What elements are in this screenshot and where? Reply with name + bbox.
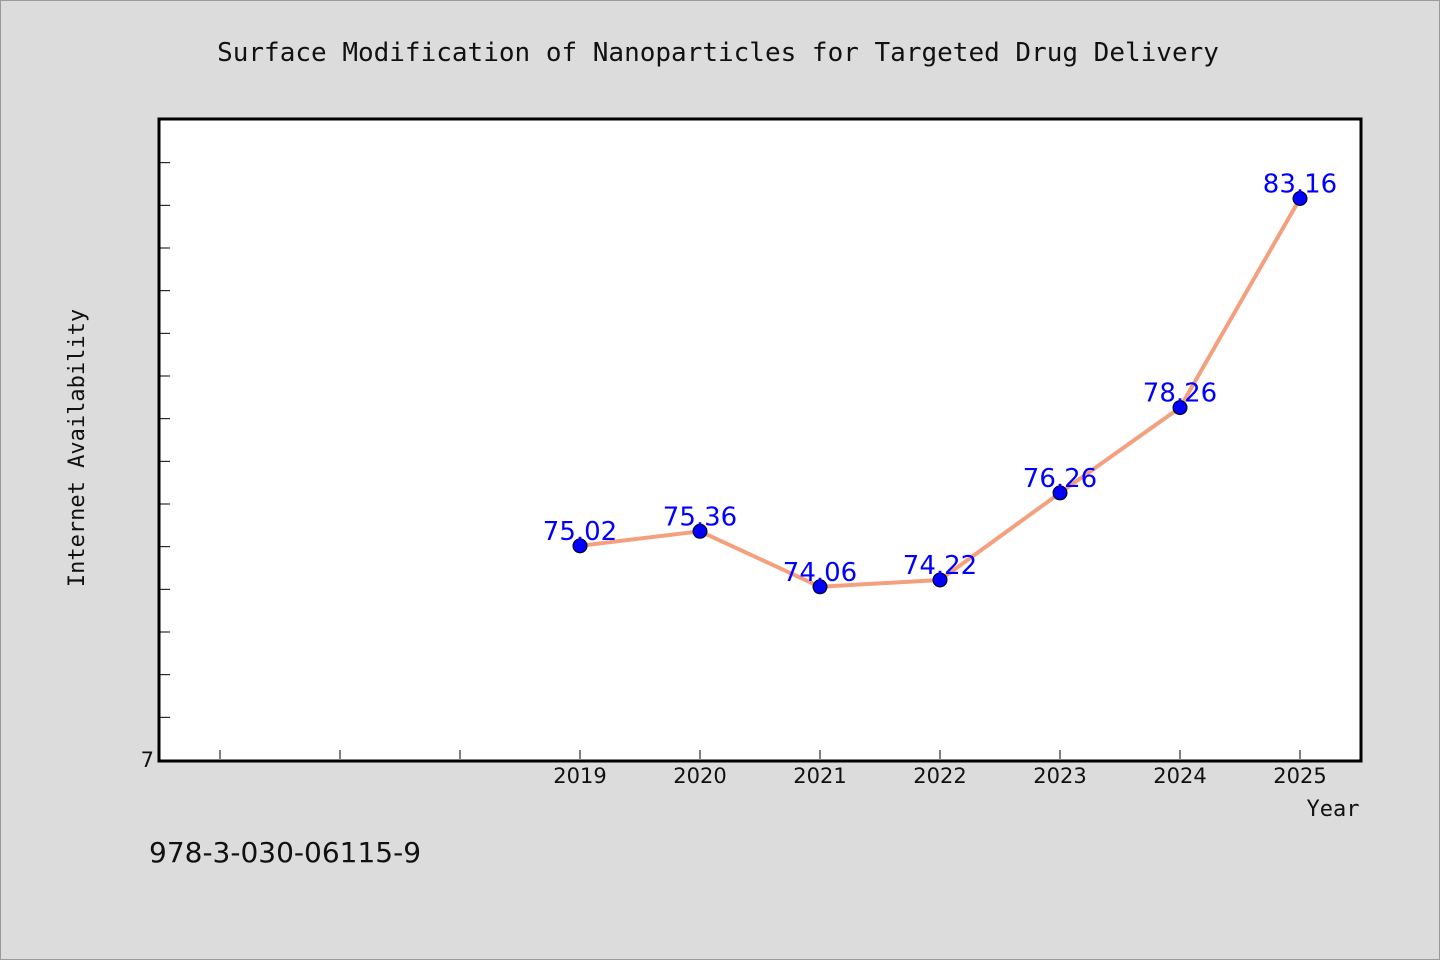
- data-point: [932, 572, 948, 588]
- x-tick-label: 2023: [1033, 764, 1086, 788]
- data-point: [1292, 191, 1308, 207]
- data-label: 78.26: [1143, 379, 1217, 409]
- x-tick-label: 2019: [553, 764, 606, 788]
- plot-area: [157, 117, 1363, 763]
- x-tick-label: 2025: [1273, 764, 1326, 788]
- y-axis-ticks: [160, 162, 170, 718]
- y-axis-label: Internet Availability: [65, 309, 90, 587]
- chart-title: Surface Modification of Nanoparticles fo…: [217, 38, 1219, 68]
- data-label: 83.16: [1263, 170, 1337, 200]
- x-tick-label: 2022: [913, 764, 966, 788]
- x-tick-label: 2024: [1153, 764, 1206, 788]
- data-label: 74.22: [903, 551, 977, 581]
- data-label: 75.36: [663, 502, 737, 532]
- data-point: [692, 523, 708, 539]
- data-label: 76.26: [1023, 464, 1097, 494]
- data-point: [572, 538, 588, 554]
- x-tick-label: 2020: [673, 764, 726, 788]
- series-line-group: 75.02 75.36 74.06 74.22 76.26 78.26 83.16: [543, 170, 1337, 595]
- data-point: [1052, 485, 1068, 501]
- isbn-text: 978-3-030-06115-9: [149, 836, 421, 869]
- y-tick-label: 7: [141, 748, 154, 772]
- x-axis-label: Year: [1307, 797, 1360, 822]
- x-tick-label: 2021: [793, 764, 846, 788]
- x-axis-ticks: 2019 2020 2021 2022 2023 2024 2025: [219, 750, 1327, 788]
- data-label: 75.02: [543, 517, 617, 547]
- data-label: 74.06: [783, 558, 857, 588]
- data-point: [1172, 400, 1188, 416]
- data-point: [812, 579, 828, 595]
